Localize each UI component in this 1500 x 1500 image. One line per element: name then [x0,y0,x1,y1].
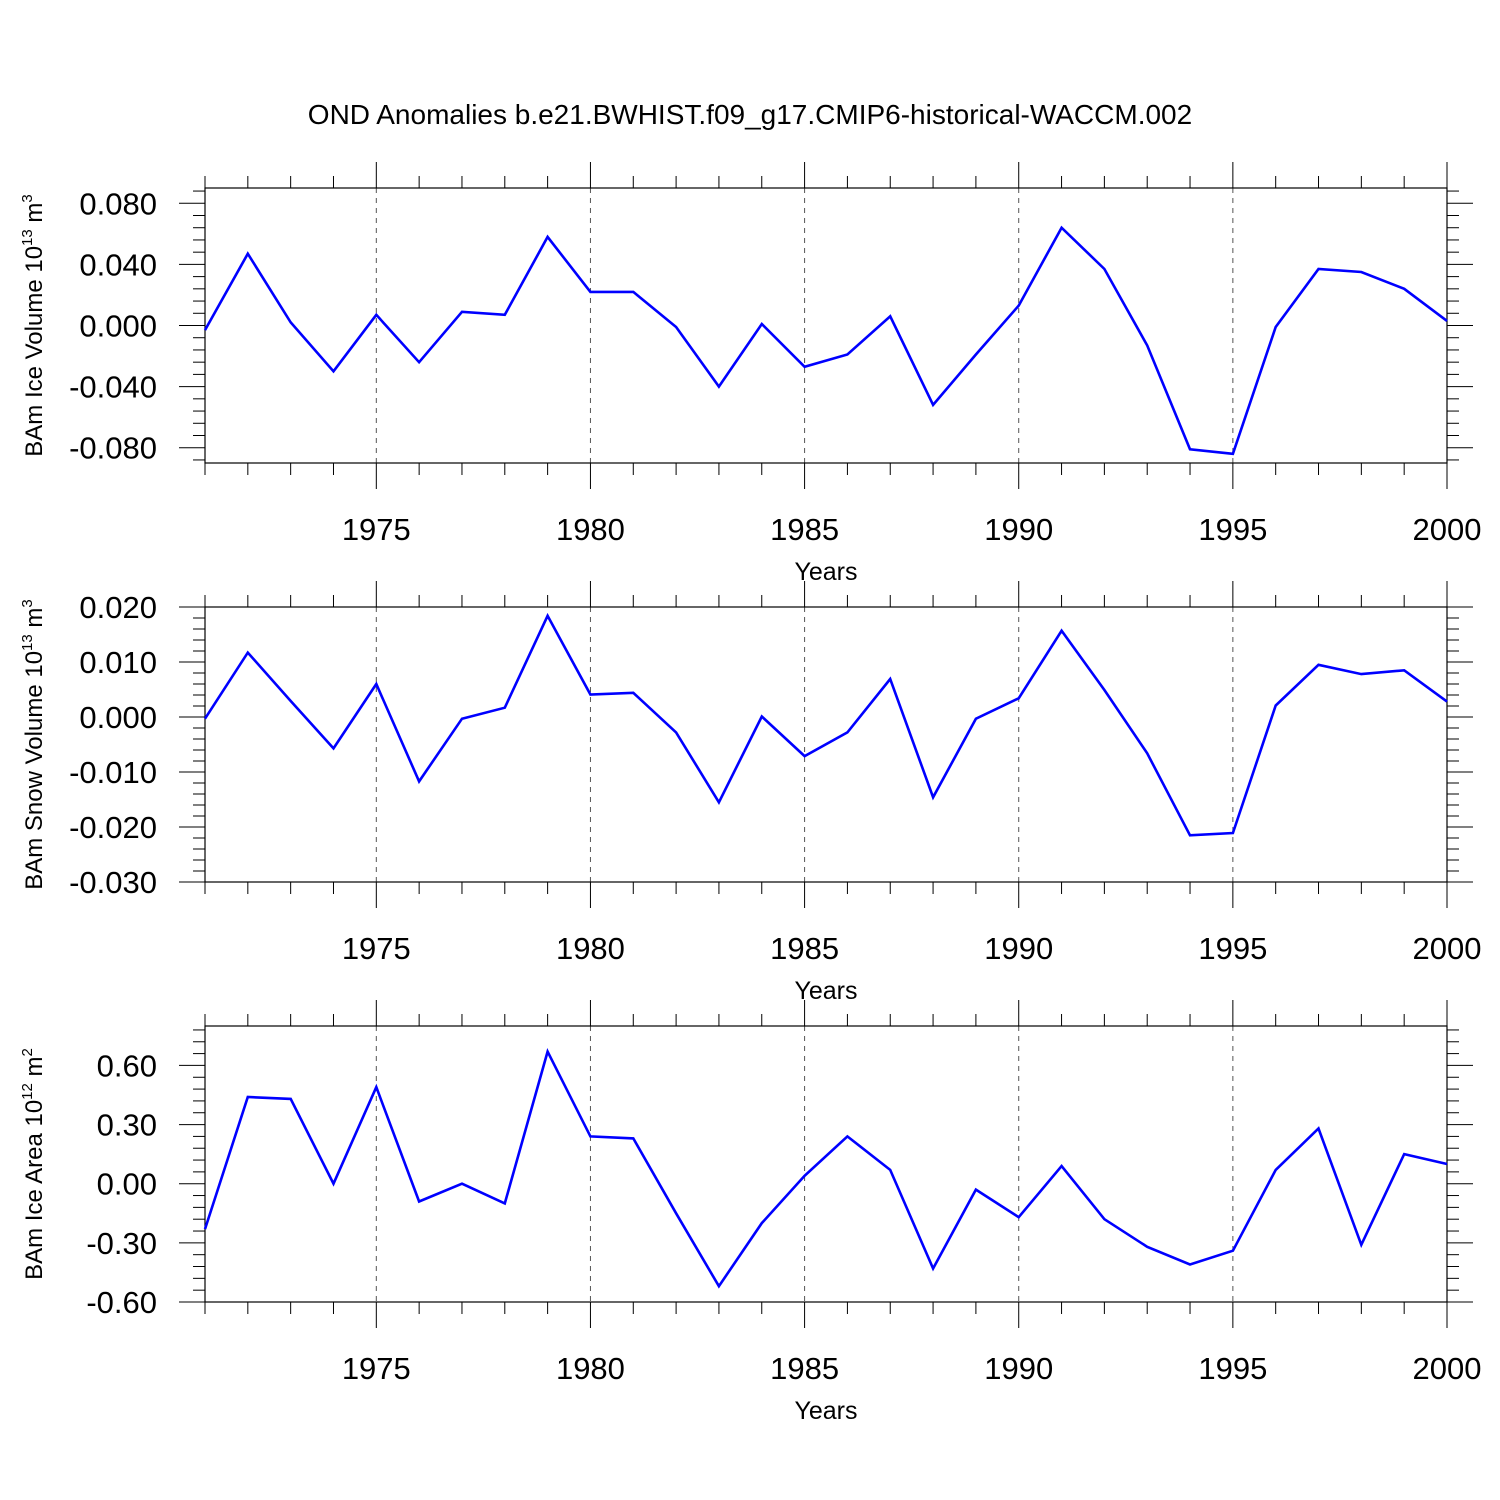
y-tick-label: -0.080 [69,431,157,466]
series-line [203,612,1448,837]
plot-frame [204,1025,1448,1303]
y-tick-label: 0.080 [79,186,157,221]
y-tick-label: 0.60 [97,1048,157,1083]
x-tick-label: 1995 [1198,931,1267,966]
series-line [203,1048,1448,1289]
panels: 0.080 0.040 0.000 -0.040 -0.080 1975 1980 1985 1… [19,162,1481,1425]
x-tick-label: 1975 [342,512,411,547]
plot-frame [204,606,1448,883]
y-tick-label: -0.030 [69,865,157,900]
y-tick-label: 0.000 [79,309,157,344]
y-tick-label: 0.30 [97,1108,157,1143]
x-tick-label: 2000 [1413,512,1482,547]
x-tick-label: 2000 [1413,1351,1482,1386]
x-axis-title: Years [794,977,857,1005]
x-tick-label: 1995 [1198,1351,1267,1386]
x-axis-title: Years [794,1397,857,1425]
y-tick-label: -0.020 [69,810,157,845]
y-tick-label: -0.60 [86,1285,157,1320]
y-axis-title: BAm Ice Volume 1013 m3 [19,194,48,456]
x-tick-label: 1985 [770,931,839,966]
y-tick-label: -0.040 [69,370,157,405]
x-tick-label: 1980 [556,1351,625,1386]
x-tick-label: 1990 [984,512,1053,547]
x-tick-label: 1975 [342,1351,411,1386]
chart-panel-2: 0.020 0.010 0.000 -0.010 -0.020 -0.030 1975 198… [19,581,1481,1005]
x-axis-title: Years [794,558,857,586]
y-axis-title: BAm Ice Area 1012 m2 [19,1048,48,1280]
chart-panel-3: 0.60 0.30 0.00 -0.30 -0.60 1975 1980 1985 1990 19… [19,1000,1481,1425]
x-tick-label: 2000 [1413,931,1482,966]
y-axis-title: BAm Snow Volume 1013 m3 [19,599,48,890]
y-tick-label: 0.000 [79,700,157,735]
y-tick-label: -0.010 [69,755,157,790]
x-tick-label: 1990 [984,931,1053,966]
plot-frame [204,187,1448,464]
x-tick-label: 1980 [556,931,625,966]
x-tick-label: 1980 [556,512,625,547]
x-tick-label: 1990 [984,1351,1053,1386]
y-tick-label: 0.040 [79,247,157,282]
x-tick-label: 1985 [770,512,839,547]
series-line [203,225,1448,456]
chart-panel-1: 0.080 0.040 0.000 -0.040 -0.080 1975 1980 1985 1… [19,162,1481,586]
figure-title: OND Anomalies b.e21.BWHIST.f09_g17.CMIP6… [308,99,1192,130]
x-tick-label: 1975 [342,931,411,966]
x-tick-label: 1985 [770,1351,839,1386]
y-tick-label: -0.30 [86,1226,157,1261]
y-tick-label: 0.00 [97,1167,157,1202]
x-tick-label: 1995 [1198,512,1267,547]
y-tick-label: 0.010 [79,645,157,680]
y-tick-label: 0.020 [79,590,157,625]
